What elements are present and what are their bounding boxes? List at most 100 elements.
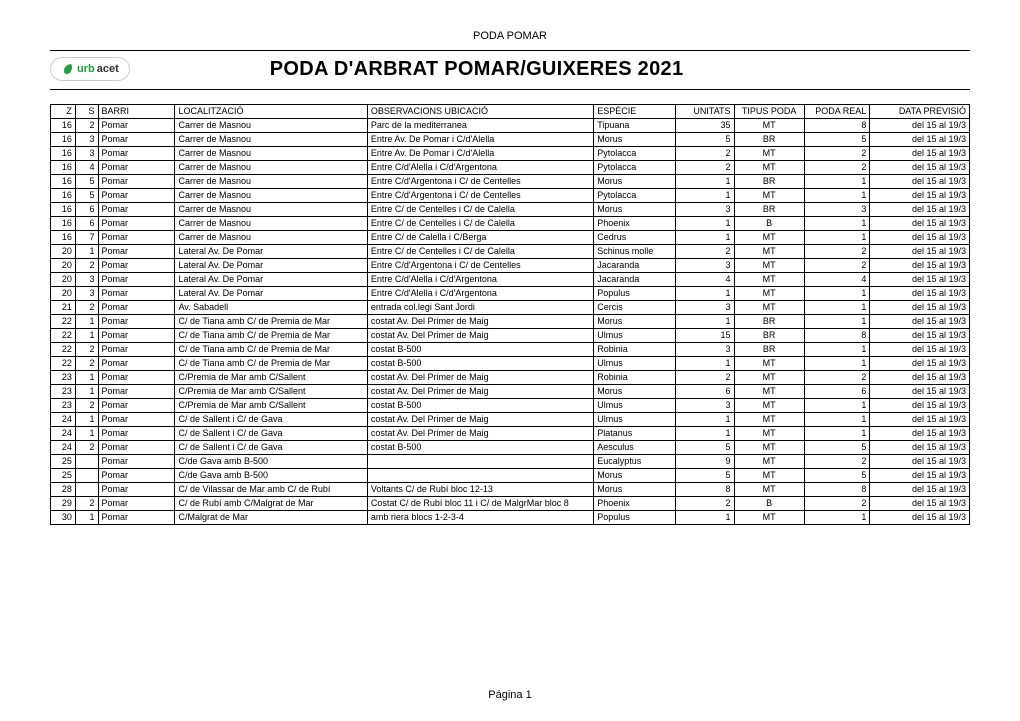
cell-uni: 2: [675, 371, 734, 385]
cell-uni: 1: [675, 287, 734, 301]
cell-s: 2: [75, 119, 98, 133]
cell-data: del 15 al 19/3: [870, 511, 970, 525]
cell-s: 5: [75, 189, 98, 203]
cell-s: 3: [75, 133, 98, 147]
cell-loc: C/ de Rubí amb C/Malgrat de Mar: [175, 497, 367, 511]
cell-loc: Lateral Av. De Pomar: [175, 259, 367, 273]
col-tipus-poda: TIPUS PODA: [734, 105, 804, 119]
cell-z: 30: [51, 511, 76, 525]
logo: urbacet: [50, 57, 130, 81]
cell-real: 1: [804, 427, 870, 441]
cell-obs: Entre Av. De Pomar i C/d'Alella: [367, 133, 593, 147]
cell-loc: C/ de Tiana amb C/ de Premia de Mar: [175, 343, 367, 357]
cell-barri: Pomar: [98, 357, 175, 371]
cell-s: 1: [75, 413, 98, 427]
col-localitzacio: LOCALITZACIÓ: [175, 105, 367, 119]
divider: [50, 89, 970, 90]
cell-real: 4: [804, 273, 870, 287]
cell-real: 1: [804, 301, 870, 315]
cell-loc: Lateral Av. De Pomar: [175, 273, 367, 287]
cell-z: 16: [51, 175, 76, 189]
cell-tipus: BR: [734, 315, 804, 329]
cell-loc: Carrer de Masnou: [175, 175, 367, 189]
cell-s: 1: [75, 511, 98, 525]
cell-barri: Pomar: [98, 385, 175, 399]
cell-data: del 15 al 19/3: [870, 469, 970, 483]
cell-real: 1: [804, 231, 870, 245]
cell-tipus: MT: [734, 399, 804, 413]
cell-barri: Pomar: [98, 189, 175, 203]
cell-data: del 15 al 19/3: [870, 371, 970, 385]
cell-real: 8: [804, 119, 870, 133]
cell-obs: Voltants C/ de Rubí bloc 12-13: [367, 483, 593, 497]
table-row: 222PomarC/ de Tiana amb C/ de Premia de …: [51, 357, 970, 371]
cell-esp: Phoenix: [594, 497, 675, 511]
cell-obs: costat Av. Del Primer de Maig: [367, 427, 593, 441]
col-s: S: [75, 105, 98, 119]
cell-s: 1: [75, 385, 98, 399]
cell-tipus: MT: [734, 245, 804, 259]
cell-real: 5: [804, 469, 870, 483]
cell-obs: entrada col.legi Sant Jordi: [367, 301, 593, 315]
page-header-label: PODA POMAR: [50, 30, 970, 42]
cell-s: 2: [75, 441, 98, 455]
cell-s: 1: [75, 371, 98, 385]
cell-loc: C/Premia de Mar amb C/Sallent: [175, 371, 367, 385]
cell-uni: 3: [675, 343, 734, 357]
title-row: urbacet PODA D'ARBRAT POMAR/GUIXERES 202…: [50, 57, 970, 81]
cell-esp: Populus: [594, 511, 675, 525]
cell-s: 5: [75, 175, 98, 189]
cell-tipus: MT: [734, 301, 804, 315]
cell-data: del 15 al 19/3: [870, 189, 970, 203]
cell-loc: Carrer de Masnou: [175, 189, 367, 203]
cell-loc: C/ de Sallent i C/ de Gava: [175, 413, 367, 427]
table-row: 163PomarCarrer de MasnouEntre Av. De Pom…: [51, 147, 970, 161]
cell-barri: Pomar: [98, 301, 175, 315]
cell-obs: Entre C/ de Centelles i C/ de Calella: [367, 245, 593, 259]
cell-esp: Jacaranda: [594, 259, 675, 273]
cell-esp: Pytolacca: [594, 189, 675, 203]
cell-z: 16: [51, 161, 76, 175]
cell-real: 1: [804, 413, 870, 427]
cell-s: 7: [75, 231, 98, 245]
cell-uni: 1: [675, 413, 734, 427]
cell-s: 3: [75, 147, 98, 161]
cell-esp: Robinia: [594, 343, 675, 357]
col-z: Z: [51, 105, 76, 119]
cell-obs: Entre C/d'Alella i C/d'Argentona: [367, 273, 593, 287]
cell-tipus: MT: [734, 455, 804, 469]
cell-s: 6: [75, 203, 98, 217]
cell-data: del 15 al 19/3: [870, 385, 970, 399]
cell-real: 1: [804, 399, 870, 413]
cell-obs: costat Av. Del Primer de Maig: [367, 315, 593, 329]
cell-s: 1: [75, 315, 98, 329]
cell-barri: Pomar: [98, 203, 175, 217]
cell-tipus: MT: [734, 469, 804, 483]
cell-real: 2: [804, 455, 870, 469]
cell-esp: Ulmus: [594, 357, 675, 371]
cell-loc: C/de Gava amb B-500: [175, 469, 367, 483]
table-row: 25PomarC/de Gava amb B-500Eucalyptus9MT2…: [51, 455, 970, 469]
col-unitats: UNITATS: [675, 105, 734, 119]
cell-obs: amb riera blocs 1-2-3-4: [367, 511, 593, 525]
cell-esp: Cercis: [594, 301, 675, 315]
cell-s: [75, 469, 98, 483]
cell-barri: Pomar: [98, 399, 175, 413]
cell-s: 2: [75, 399, 98, 413]
cell-uni: 2: [675, 161, 734, 175]
cell-barri: Pomar: [98, 441, 175, 455]
cell-real: 1: [804, 189, 870, 203]
cell-uni: 1: [675, 427, 734, 441]
col-data-previsio: DATA PREVISIÓ: [870, 105, 970, 119]
cell-s: 6: [75, 217, 98, 231]
cell-loc: Carrer de Masnou: [175, 203, 367, 217]
cell-barri: Pomar: [98, 175, 175, 189]
cell-real: 1: [804, 175, 870, 189]
cell-z: 29: [51, 497, 76, 511]
table-row: 241PomarC/ de Sallent i C/ de Gavacostat…: [51, 413, 970, 427]
cell-real: 8: [804, 329, 870, 343]
table-row: 242PomarC/ de Sallent i C/ de Gavacostat…: [51, 441, 970, 455]
cell-loc: Carrer de Masnou: [175, 217, 367, 231]
page-title: PODA D'ARBRAT POMAR/GUIXERES 2021: [270, 58, 684, 81]
table-row: 167PomarCarrer de MasnouEntre C/ de Cale…: [51, 231, 970, 245]
